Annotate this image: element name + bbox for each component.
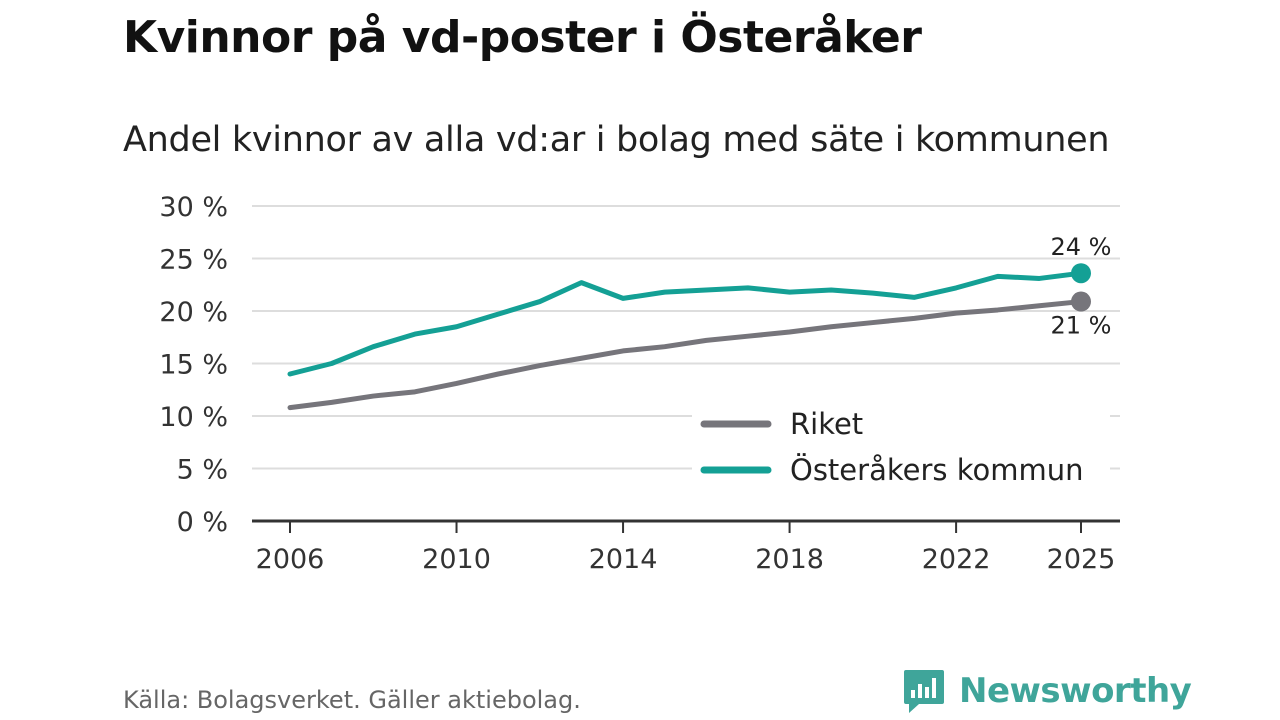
- newsworthy-logo-icon: [904, 670, 944, 713]
- legend: Riket Österåkers kommun: [692, 407, 1110, 494]
- brand-logo[interactable]: Newsworthy: [903, 668, 1192, 714]
- y-tick-label: 5 %: [177, 455, 228, 486]
- chart-subtitle: Andel kvinnor av alla vd:ar i bolag med …: [123, 120, 1110, 160]
- y-tick-label: 0 %: [177, 507, 228, 538]
- y-tick-label: 10 %: [159, 402, 228, 433]
- series-end-label: 24 %: [1051, 233, 1112, 261]
- series-end-marker: [1071, 291, 1091, 312]
- chart-title: Kvinnor på vd-poster i Österåker: [123, 12, 922, 63]
- series-lines: 21 % 24 %: [287, 233, 1112, 411]
- legend-label: Riket: [790, 407, 863, 441]
- x-tick-label: 2014: [589, 544, 658, 575]
- y-tick-label: 30 %: [159, 192, 228, 223]
- y-tick-label: 25 %: [159, 245, 228, 276]
- legend-label: Österåkers kommun: [790, 453, 1083, 487]
- y-axis-ticks: 0 % 5 % 10 % 15 % 20 % 25 % 30 %: [159, 192, 228, 538]
- x-tick-label: 2022: [922, 544, 991, 575]
- x-tick-label: 2006: [256, 544, 325, 575]
- series-end-label: 21 %: [1051, 312, 1112, 340]
- x-tick-label: 2025: [1047, 544, 1116, 575]
- legend-backdrop: [692, 408, 1110, 448]
- series-end-marker: [1071, 263, 1091, 284]
- source-note: Källa: Bolagsverket. Gäller aktiebolag.: [123, 686, 581, 714]
- x-axis: 2006 2010 2014 2018 2022 2025: [252, 519, 1120, 575]
- y-tick-label: 15 %: [159, 350, 228, 381]
- y-tick-label: 20 %: [159, 297, 228, 328]
- series-line-riket: [287, 299, 1084, 411]
- series-line-osteraker: [287, 270, 1084, 377]
- legend-backdrop: [692, 454, 1110, 494]
- brand-name: Newsworthy: [959, 671, 1192, 711]
- x-tick-label: 2010: [422, 544, 491, 575]
- x-tick-label: 2018: [755, 544, 824, 575]
